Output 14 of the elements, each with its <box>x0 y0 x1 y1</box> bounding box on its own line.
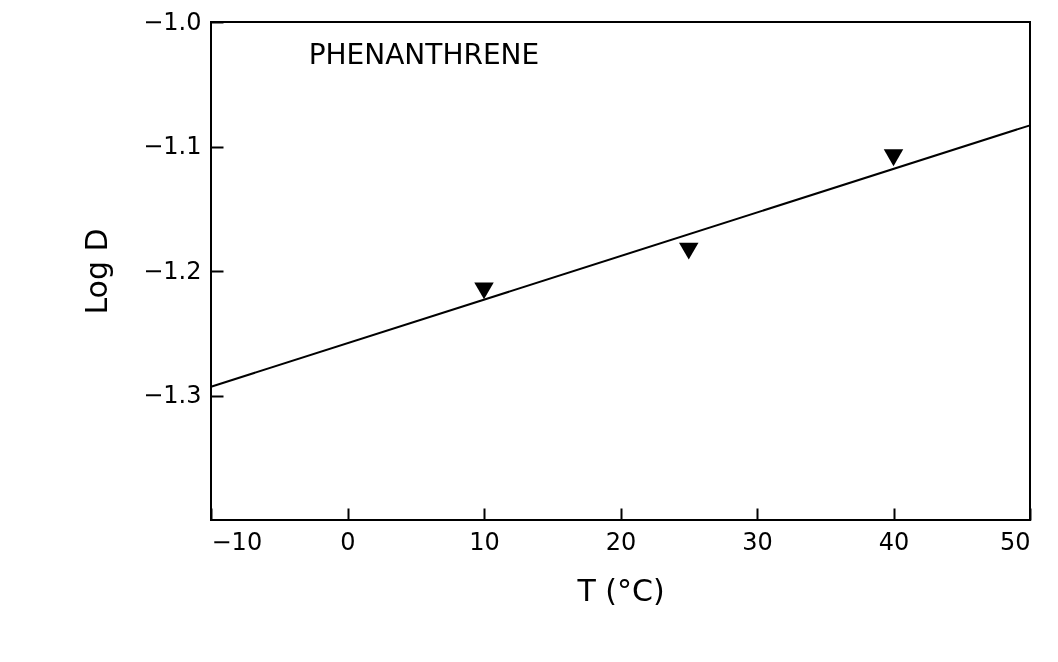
y-tick-label: −1.3 <box>143 381 202 409</box>
x-tick-label: 30 <box>742 527 773 556</box>
x-tick-label: −10 <box>211 527 263 556</box>
y-tick-label: −1.1 <box>143 132 202 160</box>
annotation: PHENANTHRENE <box>308 38 540 71</box>
x-tick-label: 50 <box>999 527 1031 556</box>
x-axis-title: T (°C) <box>576 572 665 608</box>
x-tick-label: 10 <box>469 527 500 556</box>
x-tick-label: 0 <box>340 527 356 556</box>
x-tick-label: 40 <box>878 527 910 556</box>
y-axis-title: Log D <box>79 228 115 315</box>
y-tick-label: −1.2 <box>143 256 202 285</box>
x-tick-label: 20 <box>605 527 637 556</box>
y-tick-label: −1.0 <box>143 7 202 36</box>
